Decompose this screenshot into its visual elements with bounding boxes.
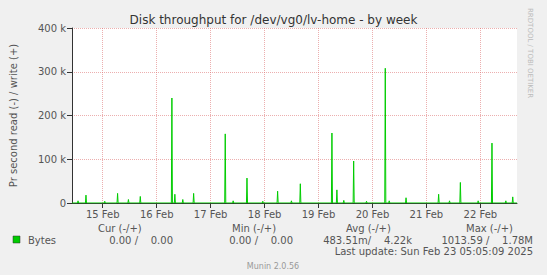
svg-text:Munin 2.0.56: Munin 2.0.56	[247, 262, 299, 271]
svg-text:17 Feb: 17 Feb	[194, 209, 228, 220]
svg-text:Disk throughput for /dev/vg0/l: Disk throughput for /dev/vg0/lv-home - b…	[130, 13, 418, 27]
svg-text:0.00 / 0.00: 0.00 / 0.00	[109, 235, 173, 246]
svg-text:Last update: Sun Feb 23 05:05:: Last update: Sun Feb 23 05:05:09 2025	[335, 246, 533, 257]
svg-text:16 Feb: 16 Feb	[140, 209, 174, 220]
svg-text:0.00 / 0.00: 0.00 / 0.00	[229, 235, 293, 246]
svg-text:100 k: 100 k	[38, 154, 66, 165]
svg-text:400 k: 400 k	[38, 23, 66, 34]
svg-text:RRDTOOL / TOBI OETIKER: RRDTOOL / TOBI OETIKER	[526, 8, 534, 98]
svg-text:Cur (-/+): Cur (-/+)	[98, 223, 142, 234]
svg-text:21 Feb: 21 Feb	[410, 209, 444, 220]
svg-text:Bytes: Bytes	[28, 235, 56, 246]
svg-text:Max (-/+): Max (-/+)	[466, 223, 513, 234]
svg-text:1013.59 / 1.78M: 1013.59 / 1.78M	[441, 235, 533, 246]
svg-text:0: 0	[60, 198, 66, 209]
svg-text:Avg (-/+): Avg (-/+)	[346, 223, 391, 234]
svg-text:20 Feb: 20 Feb	[356, 209, 390, 220]
svg-text:483.51m/ 4.22k: 483.51m/ 4.22k	[323, 235, 412, 246]
svg-text:Pr second read (-) / write (+): Pr second read (-) / write (+)	[8, 44, 19, 187]
svg-text:200 k: 200 k	[38, 110, 66, 121]
svg-text:15 Feb: 15 Feb	[86, 209, 120, 220]
svg-text:Min (-/+): Min (-/+)	[232, 223, 276, 234]
svg-text:19 Feb: 19 Feb	[302, 209, 336, 220]
svg-text:18 Feb: 18 Feb	[248, 209, 282, 220]
svg-text:300 k: 300 k	[38, 66, 66, 77]
svg-text:22 Feb: 22 Feb	[464, 209, 498, 220]
